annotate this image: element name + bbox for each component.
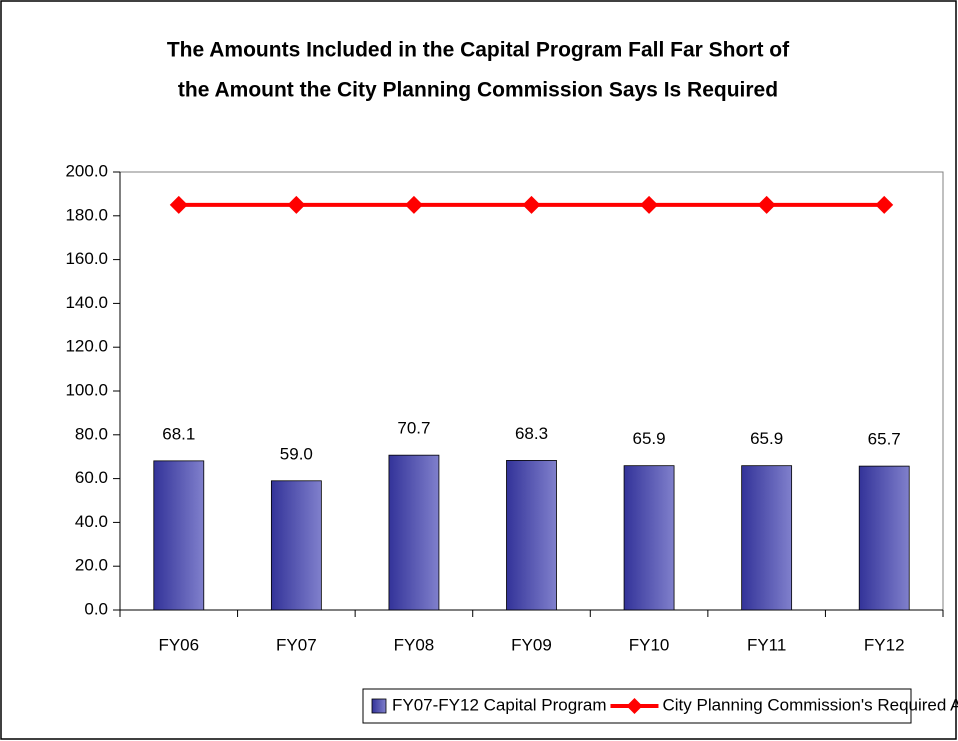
bar [506, 460, 557, 611]
y-tick-label: 20.0 [75, 556, 108, 575]
data-label: 65.7 [868, 430, 901, 449]
marker [169, 195, 188, 214]
chart-title: The Amounts Included in the Capital Prog… [167, 39, 790, 62]
y-tick-label: 120.0 [65, 337, 108, 356]
bar [270, 480, 322, 611]
y-tick-label: 40.0 [75, 512, 108, 531]
marker [287, 195, 306, 214]
marker [640, 195, 659, 214]
y-tick-label: 80.0 [75, 424, 108, 443]
y-tick-label: 180.0 [65, 205, 108, 224]
bar [623, 465, 675, 611]
legend-swatch [626, 698, 643, 714]
y-tick-label: 160.0 [65, 249, 108, 268]
legend-swatch [371, 698, 387, 714]
y-tick-label: 60.0 [75, 468, 108, 487]
x-tick-label: FY10 [629, 635, 670, 654]
legend-label: FY07-FY12 Capital Program [392, 695, 606, 714]
bar [153, 460, 205, 611]
marker [757, 195, 776, 214]
x-tick-label: FY11 [747, 635, 786, 654]
marker [404, 195, 423, 214]
chart-title: the Amount the City Planning Commission … [178, 79, 778, 102]
y-tick-label: 140.0 [65, 293, 108, 312]
bar [858, 465, 910, 611]
legend [362, 688, 912, 724]
y-tick-label: 0.0 [84, 599, 108, 618]
data-label: 70.7 [397, 419, 430, 438]
y-tick-label: 200.0 [65, 161, 108, 180]
data-label: 65.9 [750, 429, 783, 448]
x-tick-label: FY09 [511, 635, 552, 654]
data-label: 59.0 [280, 444, 313, 463]
data-label: 68.1 [162, 424, 195, 443]
legend-label: City Planning Commission's Required Amou… [662, 695, 958, 714]
y-tick-label: 100.0 [65, 380, 108, 399]
marker [875, 195, 894, 214]
marker [522, 195, 541, 214]
x-tick-label: FY06 [158, 635, 199, 654]
data-label: 65.9 [633, 429, 666, 448]
x-tick-label: FY12 [864, 635, 905, 654]
bar [388, 454, 440, 611]
data-label: 68.3 [515, 424, 548, 443]
x-tick-label: FY08 [394, 635, 435, 654]
bar [741, 465, 793, 611]
x-tick-label: FY07 [276, 635, 317, 654]
